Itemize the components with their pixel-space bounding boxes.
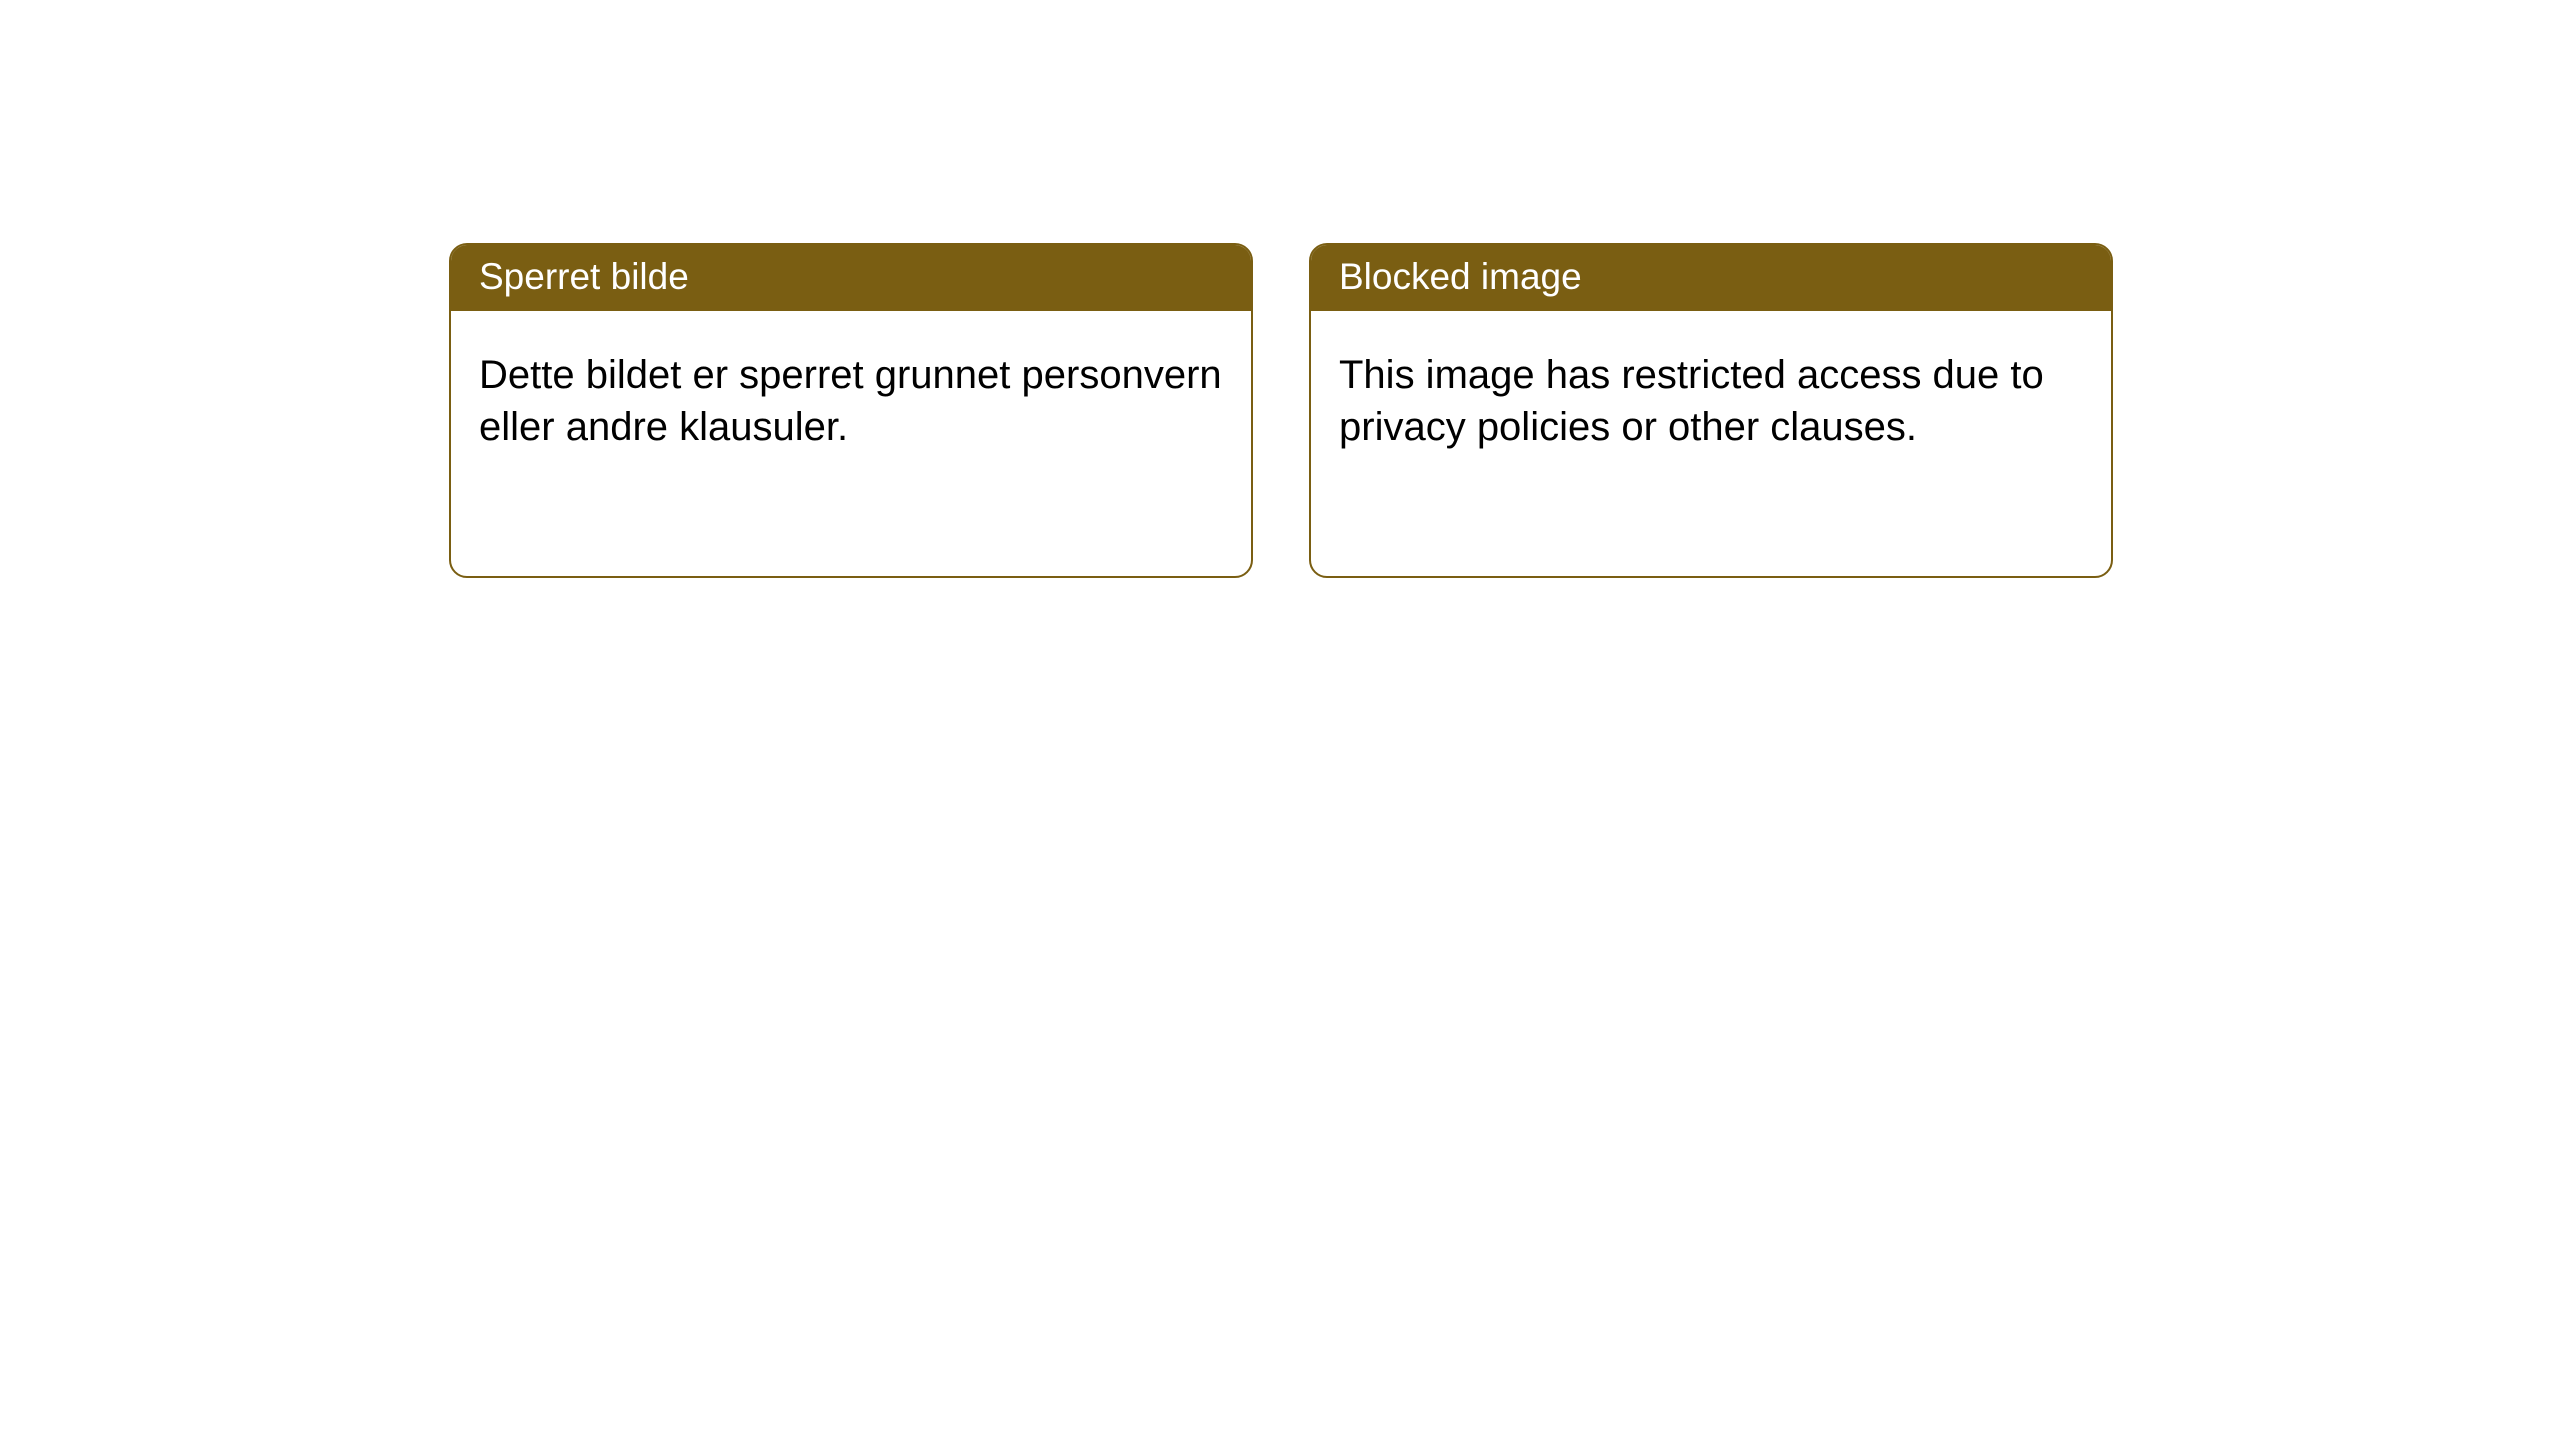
notice-card-norwegian: Sperret bilde Dette bildet er sperret gr…: [449, 243, 1253, 578]
notice-title-norwegian: Sperret bilde: [451, 245, 1251, 311]
notice-body-english: This image has restricted access due to …: [1311, 311, 2111, 481]
notice-body-norwegian: Dette bildet er sperret grunnet personve…: [451, 311, 1251, 481]
notice-container: Sperret bilde Dette bildet er sperret gr…: [0, 0, 2560, 578]
notice-card-english: Blocked image This image has restricted …: [1309, 243, 2113, 578]
notice-title-english: Blocked image: [1311, 245, 2111, 311]
